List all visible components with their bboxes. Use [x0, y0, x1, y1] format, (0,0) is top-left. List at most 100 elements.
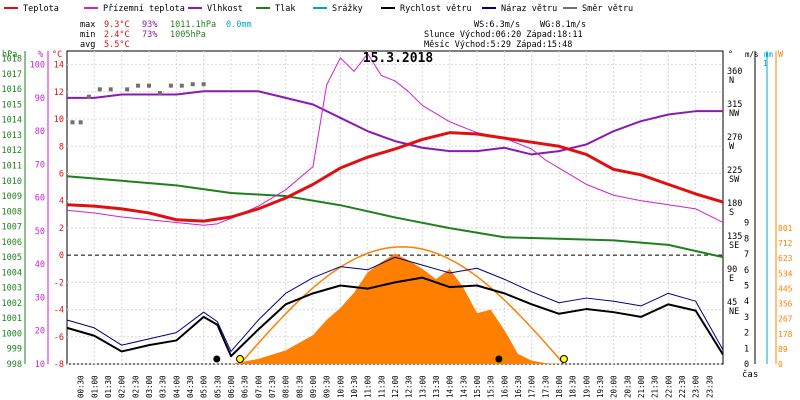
pressure-tick-label: 1016: [2, 85, 22, 95]
legend-label: Přízemní teplota: [103, 4, 185, 14]
radiation-tick-label: 356: [778, 300, 793, 309]
pressure-axis-unit: hPa: [2, 50, 17, 60]
stats-wind-gust: WG:8.1m/s: [540, 20, 586, 30]
radiation-tick-label: 178: [778, 330, 793, 339]
x-tick-label: 11:00: [364, 375, 373, 398]
wind-direction-point: [168, 83, 173, 88]
direction-tick-label: 315: [727, 100, 742, 110]
x-tick-label: 00:30: [77, 375, 86, 398]
x-tick-label: 08:30: [295, 375, 304, 398]
x-tick-label: 16:30: [514, 375, 523, 398]
x-tick-label: 05:00: [200, 375, 209, 398]
x-tick-label: 13:30: [432, 375, 441, 398]
x-tick-label: 14:00: [446, 375, 455, 398]
humidity-tick-label: 50: [35, 227, 45, 237]
chart-title: 15.3.2018: [363, 51, 434, 66]
pressure-tick-label: 1013: [2, 131, 22, 141]
sun-path-line: [239, 246, 565, 365]
wind-tick-label: 2: [744, 329, 749, 339]
x-tick-label: 07:30: [268, 375, 277, 398]
humidity-tick-label: 70: [35, 160, 45, 170]
stats-pressure: 1005hPa: [170, 30, 206, 40]
temperature-tick-label: 0: [59, 251, 64, 261]
pressure-tick-label: 1005: [2, 253, 22, 263]
x-tick-label: 04:30: [186, 375, 195, 398]
x-tick-label: 21:30: [651, 375, 660, 398]
x-tick-label: 14:30: [459, 375, 468, 398]
direction-compass-label: SW: [729, 175, 740, 185]
stats-moon-times: Měsíc Východ:5:29 Západ:15:48: [424, 40, 572, 50]
radiation-tick-label: 0: [778, 360, 783, 369]
direction-compass-label: NE: [729, 307, 739, 317]
temperature-line: [66, 131, 724, 223]
humidity-tick-label: 10: [35, 360, 45, 370]
x-tick-label: 09:00: [309, 375, 318, 398]
x-tick-label: 07:00: [254, 375, 263, 398]
pressure-tick-label: 1018: [2, 55, 22, 65]
temperature-tick-label: -8: [54, 360, 64, 370]
wind-direction-point: [97, 87, 102, 92]
x-tick-label: 20:00: [610, 375, 619, 398]
x-tick-label: 06:30: [241, 375, 250, 398]
humidity-line: [67, 90, 723, 156]
temperature-tick-label: 4: [59, 197, 64, 207]
x-tick-label: 17:00: [528, 375, 537, 398]
direction-tick-label: 180: [727, 199, 742, 209]
x-tick-label: 10:30: [350, 375, 359, 398]
wind-tick-label: 5: [744, 282, 749, 292]
direction-compass-label: E: [729, 274, 734, 284]
moonrise-marker: [213, 355, 221, 363]
wind-direction-point: [201, 82, 206, 87]
humidity-tick-label: 60: [35, 194, 45, 204]
humidity-axis-unit: %: [38, 50, 43, 60]
stats-row-label: avg: [80, 40, 95, 50]
plot-axes: hPa% °C9989991000100110021003100410051006…: [2, 50, 793, 398]
stats-wind-speed: WS:6.3m/s: [474, 20, 520, 30]
pressure-tick-label: 1009: [2, 192, 22, 202]
ground-temperature-line: [66, 53, 724, 226]
x-axis-label: čas: [742, 369, 758, 380]
radiation-tick-label: 712: [778, 239, 793, 248]
pressure-tick-label: 1002: [2, 299, 22, 309]
radiation-tick-label: 445: [778, 284, 793, 293]
humidity-tick-label: 40: [35, 260, 45, 270]
stats-temperature: 2.4°C: [104, 30, 130, 40]
direction-compass-label: S: [729, 208, 734, 218]
pressure-tick-label: 1003: [2, 284, 22, 294]
radiation-axis-unit: W: [778, 50, 784, 60]
legend-label: Srážky: [332, 4, 363, 14]
humidity-tick-label: 90: [35, 94, 45, 104]
wind-speed-line: [66, 276, 724, 358]
wind-tick-label: 8: [744, 234, 749, 244]
pressure-tick-label: 1001: [2, 314, 22, 324]
legend-label: Náraz větru: [501, 4, 557, 14]
temperature-axis-unit: °C: [52, 50, 62, 60]
wind-direction-point: [78, 120, 83, 125]
x-tick-label: 02:00: [118, 375, 127, 398]
wind-direction-point: [136, 83, 141, 88]
x-tick-label: 18:30: [569, 375, 578, 398]
x-tick-label: 08:00: [282, 375, 291, 398]
wind-direction-point: [190, 82, 195, 87]
x-tick-label: 01:30: [104, 375, 113, 398]
pressure-tick-label: 1006: [2, 238, 22, 248]
solar-radiation-area: [231, 253, 559, 364]
stats-row-label: max: [80, 20, 95, 30]
pressure-tick-label: 999: [7, 345, 22, 355]
wind-direction-point: [157, 91, 162, 95]
pressure-tick-label: 1000: [2, 329, 22, 339]
plot-series: [66, 53, 724, 363]
x-tick-label: 22:00: [664, 375, 673, 398]
radiation-tick-label: 801: [778, 224, 793, 233]
legend-label: Vlhkost: [207, 4, 243, 14]
x-tick-label: 03:00: [145, 375, 154, 398]
pressure-tick-label: 1007: [2, 223, 22, 233]
x-tick-label: 21:00: [637, 375, 646, 398]
temperature-tick-label: 6: [59, 169, 64, 179]
sunset-marker: [559, 355, 568, 363]
x-tick-label: 01:00: [90, 375, 99, 398]
wind-direction-point: [179, 83, 184, 88]
x-tick-label: 18:00: [555, 375, 564, 398]
legend: Teplota Přízemní teplota Vlhkost Tlak Srážky…: [4, 4, 633, 14]
